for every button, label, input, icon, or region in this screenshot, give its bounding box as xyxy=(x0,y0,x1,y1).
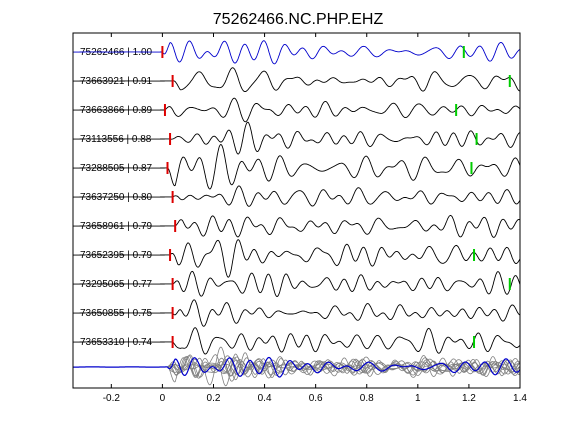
trace-waveform xyxy=(73,299,521,327)
trace-73288505: 73288505 | 0.87 xyxy=(73,144,521,190)
x-tick-label: 0.6 xyxy=(309,393,323,404)
x-tick-label: 0.8 xyxy=(360,393,374,404)
x-tick-label: 0 xyxy=(160,393,166,404)
trace-waveform xyxy=(73,121,521,155)
x-axis: -0.2 0 0.2 0.4 0.6 0.8 1 1.2 1.4 xyxy=(103,33,527,404)
trace-73295065: 73295065 | 0.77 xyxy=(73,270,521,297)
trace-73652395: 73652395 | 0.79 xyxy=(73,239,521,278)
x-tick-label: 1 xyxy=(415,393,421,404)
trace-73663866: 73663866 | 0.89 xyxy=(73,97,521,123)
trace-73113556: 73113556 | 0.88 xyxy=(73,121,521,155)
reference-waveform xyxy=(73,356,521,378)
x-tick-label: -0.2 xyxy=(103,393,121,404)
x-tick-label: 0.4 xyxy=(258,393,272,404)
trace-73637250: 73637250 | 0.80 xyxy=(73,185,521,207)
axes-box xyxy=(72,32,521,389)
trace-73658961: 73658961 | 0.79 xyxy=(73,214,521,238)
trace-waveform xyxy=(73,67,521,92)
trace-waveform xyxy=(73,185,521,207)
trace-waveform xyxy=(73,214,521,238)
trace-waveform xyxy=(73,97,521,123)
trace-waveform xyxy=(73,40,521,65)
trace-73663921: 73663921 | 0.91 xyxy=(73,67,521,92)
trace-waveform xyxy=(73,144,521,190)
trace-73650855: 73650855 | 0.75 xyxy=(73,299,521,327)
stacked-overlay xyxy=(73,346,521,387)
x-tick-label: 1.4 xyxy=(513,393,527,404)
trace-75262466: 75262466 | 1.00 xyxy=(73,40,521,65)
chart-title: 75262466.NC.PHP.EHZ xyxy=(213,11,384,28)
trace-73653310: 73653310 | 0.74 xyxy=(73,327,521,355)
trace-waveform xyxy=(73,270,521,297)
trace-waveform xyxy=(73,327,521,355)
x-tick-label: 0.2 xyxy=(207,393,221,404)
x-tick-label: 1.2 xyxy=(462,393,476,404)
trace-waveform xyxy=(73,239,521,278)
